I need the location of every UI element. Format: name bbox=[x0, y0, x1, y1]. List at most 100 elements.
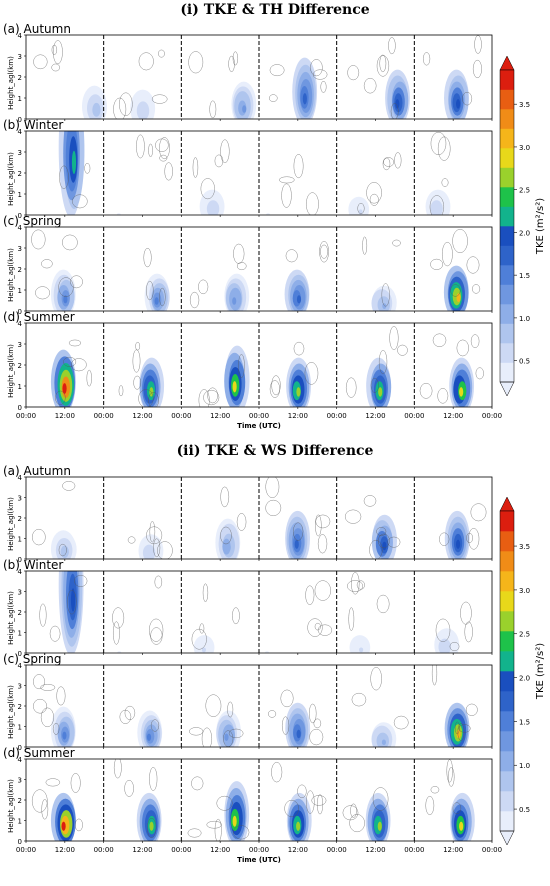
contour-line bbox=[159, 287, 166, 307]
x-tick-label: 12:00 bbox=[443, 846, 463, 854]
contour-line bbox=[214, 818, 222, 841]
x-tick-label: 12:00 bbox=[210, 412, 230, 420]
contour-line bbox=[40, 707, 54, 728]
contour-line bbox=[452, 802, 462, 815]
panel-label: (b) Winter bbox=[3, 118, 63, 132]
contour-line bbox=[233, 243, 245, 264]
contour-line bbox=[430, 786, 440, 794]
contour-line bbox=[347, 580, 364, 592]
contour-line bbox=[67, 589, 77, 615]
contour-line bbox=[191, 776, 204, 791]
contour-line bbox=[376, 594, 390, 614]
contour-line bbox=[49, 625, 61, 642]
panel-0: 0 1 2 3 4 Height_agl(km) (a) Autumn bbox=[3, 22, 493, 124]
colorbar-swatch bbox=[500, 148, 514, 168]
tke-blob bbox=[302, 93, 307, 105]
y-tick-label: 4 bbox=[18, 756, 23, 764]
contour-line bbox=[462, 91, 473, 106]
contour-line bbox=[148, 392, 159, 407]
contour-line bbox=[136, 134, 145, 159]
panel-1: 0 1 2 3 4 Height_agl(km) (b) Winter bbox=[3, 118, 493, 220]
colorbar-extend-max bbox=[499, 496, 515, 512]
x-tick-label: 12:00 bbox=[132, 846, 152, 854]
colorbar-swatch bbox=[500, 631, 514, 652]
contour-line bbox=[59, 165, 69, 189]
colorbar-tick-label: 1.0 bbox=[519, 315, 530, 323]
contour-line bbox=[113, 759, 122, 779]
contour-line bbox=[281, 183, 292, 208]
contour-line bbox=[306, 790, 315, 814]
tke-blob bbox=[359, 647, 364, 653]
y-tick-label: 3 bbox=[18, 245, 22, 253]
tke-blob bbox=[211, 207, 216, 213]
contour-line bbox=[41, 259, 53, 269]
tke-blob bbox=[93, 107, 98, 115]
colorbar-extend-min bbox=[499, 381, 515, 397]
y-tick-label: 0 bbox=[18, 838, 22, 846]
contour-line bbox=[474, 35, 482, 54]
contour-line bbox=[456, 339, 469, 357]
contour-line bbox=[51, 63, 60, 72]
contour-line bbox=[238, 354, 245, 378]
contour-line bbox=[281, 716, 290, 735]
y-tick-label: 1 bbox=[18, 383, 22, 391]
tke-blob bbox=[296, 387, 301, 397]
x-tick-label: 00:00 bbox=[16, 412, 36, 420]
colorbar-tick-label: 0.5 bbox=[519, 806, 530, 814]
tke-blob bbox=[456, 729, 461, 739]
contour-line bbox=[271, 375, 281, 396]
colorbar-swatch bbox=[500, 109, 514, 129]
panel-label: (c) Spring bbox=[3, 214, 62, 228]
colorbar-tick-label: 2.5 bbox=[519, 631, 530, 639]
y-tick-label: 3 bbox=[18, 777, 22, 785]
contour-line bbox=[236, 262, 247, 271]
y-tick-label: 1 bbox=[18, 724, 22, 732]
x-tick-label: 12:00 bbox=[443, 412, 463, 420]
colorbar-swatch bbox=[500, 811, 514, 832]
contour-line bbox=[309, 728, 324, 746]
contour-line bbox=[464, 621, 473, 643]
contour-line bbox=[349, 814, 365, 833]
contour-line bbox=[441, 178, 449, 187]
contour-line bbox=[366, 182, 382, 204]
contour-line bbox=[446, 759, 453, 783]
tke-blob bbox=[62, 383, 67, 394]
y-axis-label: Height_agl(km) bbox=[7, 344, 15, 398]
panel-label: (d) Summer bbox=[3, 310, 75, 324]
colorbar-tick-label: 1.5 bbox=[519, 718, 530, 726]
contour-line bbox=[220, 526, 232, 545]
x-axis-label: Time (UTC) bbox=[237, 422, 281, 430]
y-tick-label: 2 bbox=[18, 703, 22, 711]
contour-line bbox=[203, 389, 220, 406]
tke-blob bbox=[455, 99, 461, 109]
colorbar-swatch bbox=[500, 284, 514, 305]
y-axis-label: Height_agl(km) bbox=[7, 56, 15, 110]
tke-blob bbox=[459, 387, 464, 397]
contour-line bbox=[52, 722, 60, 735]
contour-line bbox=[41, 799, 49, 820]
contour-line bbox=[153, 538, 161, 558]
colorbar-swatch bbox=[500, 323, 514, 344]
contour-line bbox=[315, 514, 331, 529]
contour-line bbox=[232, 51, 239, 66]
panel-label: (a) Autumn bbox=[3, 22, 71, 36]
contour-line bbox=[150, 719, 160, 732]
contour-line bbox=[151, 94, 168, 104]
contour-line bbox=[150, 627, 163, 645]
contour-line bbox=[146, 280, 154, 301]
panel-2: 0 1 2 3 4 Height_agl(km) (c) Spring bbox=[3, 214, 493, 316]
x-tick-label: 00:00 bbox=[404, 846, 424, 854]
contour-line bbox=[143, 247, 152, 268]
panel-2: 0 1 2 3 4 Height_agl(km) (c) Spring bbox=[3, 652, 493, 752]
figure-title-i: (i) TKE & TH Difference bbox=[180, 2, 370, 18]
contour-line bbox=[216, 795, 233, 811]
tke-blob bbox=[395, 99, 400, 109]
contour-line bbox=[316, 794, 324, 815]
contour-line bbox=[317, 534, 328, 554]
contour-line bbox=[70, 358, 87, 372]
contour-line bbox=[305, 585, 315, 605]
contour-line bbox=[466, 532, 473, 543]
x-tick-label: 00:00 bbox=[249, 846, 269, 854]
contour-line bbox=[158, 49, 165, 58]
colorbar-swatch bbox=[500, 651, 514, 672]
